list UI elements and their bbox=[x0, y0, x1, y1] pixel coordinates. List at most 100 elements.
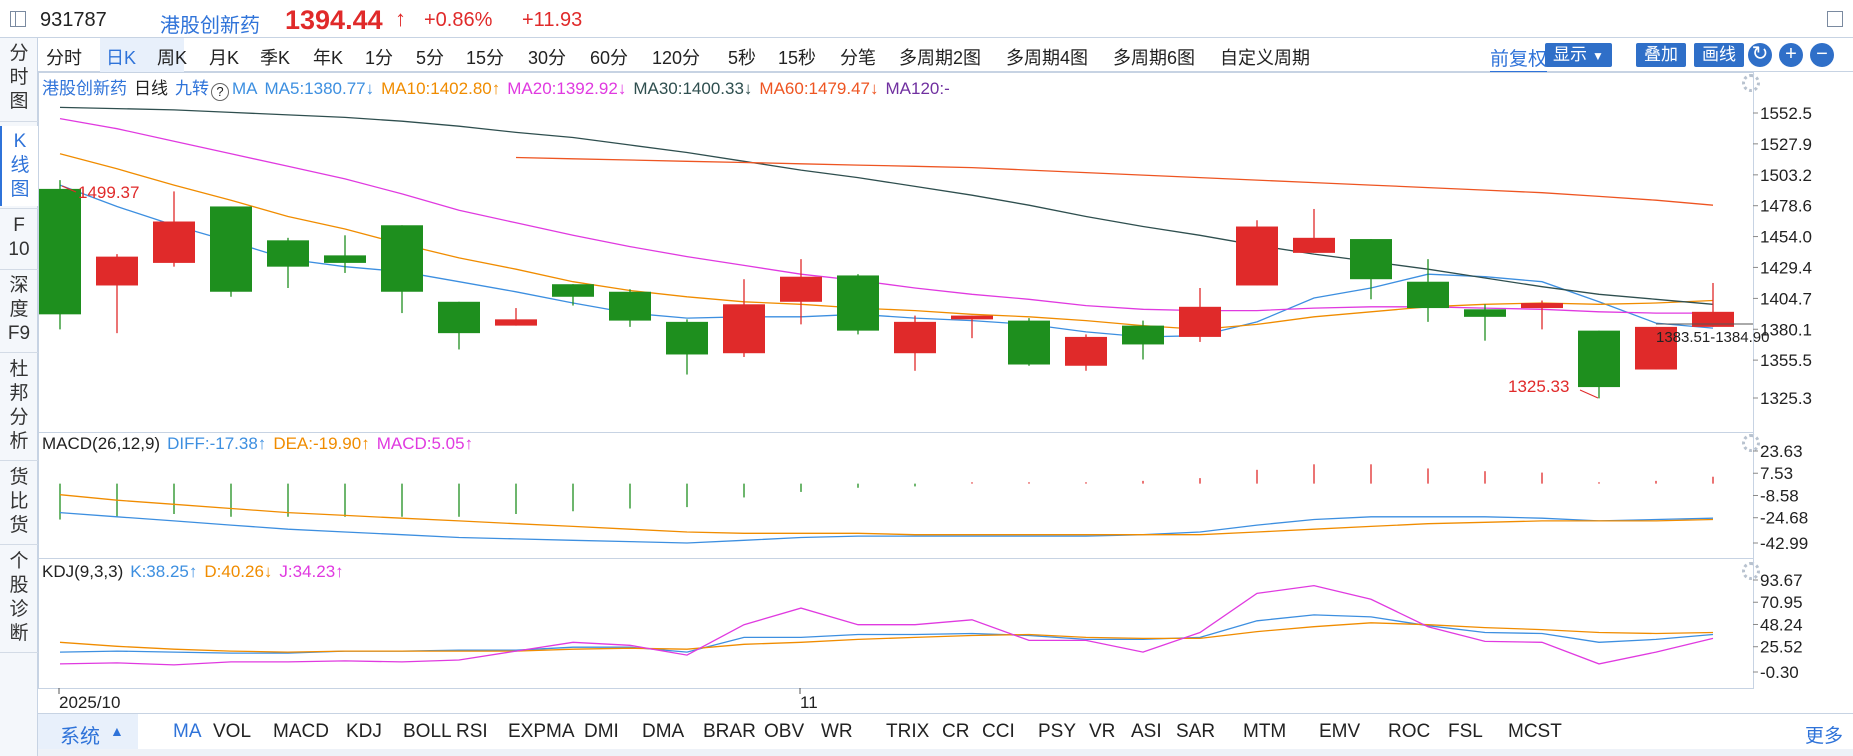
period-month[interactable]: 月K bbox=[209, 48, 240, 68]
indicator-tab-psy[interactable]: PSY bbox=[1038, 721, 1077, 742]
period-custom[interactable]: 自定义周期 bbox=[1220, 48, 1310, 68]
indicator-tab-mtm[interactable]: MTM bbox=[1243, 721, 1287, 742]
indicator-tab-cci[interactable]: CCI bbox=[982, 721, 1015, 742]
indicator-tab-trix[interactable]: TRIX bbox=[886, 721, 930, 742]
macd-axis-tick-label: -8.58 bbox=[1760, 486, 1799, 505]
period-30min[interactable]: 30分 bbox=[528, 48, 567, 68]
chevron-down-icon: ▼ bbox=[1592, 49, 1604, 63]
legend-jiuzhuan[interactable]: 九转 bbox=[175, 79, 209, 98]
indicator-tab-dmi[interactable]: DMI bbox=[584, 721, 619, 742]
indicator-tab-asi[interactable]: ASI bbox=[1131, 721, 1162, 742]
gear-icon[interactable] bbox=[1742, 434, 1760, 452]
display-button[interactable]: 显示 ▼ bbox=[1545, 43, 1612, 67]
ma-line-ma30 bbox=[59, 106, 1714, 305]
period-5min[interactable]: 5分 bbox=[416, 48, 445, 68]
candle-body bbox=[495, 319, 537, 326]
period-year[interactable]: 年K bbox=[313, 48, 344, 68]
nav-f10[interactable]: F 10 bbox=[0, 214, 38, 266]
period-day[interactable]: 日K bbox=[106, 48, 137, 68]
draw-line-button[interactable]: 画线 bbox=[1694, 43, 1744, 67]
system-tab-label[interactable]: 系统 bbox=[60, 726, 100, 748]
period-15min[interactable]: 15分 bbox=[466, 48, 505, 68]
stock-code: 931787 bbox=[40, 9, 107, 31]
indicator-tab-wr[interactable]: WR bbox=[821, 721, 853, 742]
period-120min[interactable]: 120分 bbox=[652, 48, 701, 68]
gear-icon[interactable] bbox=[1742, 74, 1760, 92]
candle-body bbox=[153, 221, 195, 263]
indicator-tab-expma[interactable]: EXPMA bbox=[508, 721, 575, 742]
indicator-tab-fsl[interactable]: FSL bbox=[1448, 721, 1483, 742]
period-week[interactable]: 周K bbox=[157, 48, 188, 68]
quote-header: 931787 港股创新药 1394.44 ↑ +0.86% +11.93 bbox=[0, 0, 1853, 38]
macd-diff-line bbox=[59, 511, 1714, 544]
kdj-k-line bbox=[59, 614, 1714, 654]
candle-body bbox=[723, 304, 765, 354]
panel-toggle-icon[interactable] bbox=[10, 11, 26, 27]
change-value: +11.93 bbox=[522, 9, 583, 31]
legend-ma: MA bbox=[232, 79, 258, 98]
help-icon[interactable]: ? bbox=[211, 83, 229, 101]
period-multi2[interactable]: 多周期2图 bbox=[899, 48, 982, 68]
period-multi4[interactable]: 多周期4图 bbox=[1006, 48, 1089, 68]
indicator-tab-rsi[interactable]: RSI bbox=[456, 721, 488, 742]
nav-diagnosis-label: 个 股 诊 断 bbox=[9, 551, 29, 644]
display-button-label: 显示 bbox=[1553, 45, 1587, 64]
indicator-tab-macd[interactable]: MACD bbox=[273, 721, 329, 742]
nav-f9-label: 深 度 F9 bbox=[7, 275, 31, 344]
period-5sec[interactable]: 5秒 bbox=[728, 48, 757, 68]
nav-kline[interactable]: K 线 图 bbox=[0, 126, 38, 206]
nav-diagnosis[interactable]: 个 股 诊 断 bbox=[0, 550, 38, 650]
kdj-d: D:40.26↓ bbox=[204, 562, 273, 581]
candle-body bbox=[438, 301, 480, 334]
nav-compare[interactable]: 货 比 货 bbox=[0, 466, 38, 542]
period-quarter[interactable]: 季K bbox=[260, 48, 291, 68]
indicator-tab-obv[interactable]: OBV bbox=[764, 721, 805, 742]
indicator-tab-cr[interactable]: CR bbox=[942, 721, 970, 742]
period-tick[interactable]: 分笔 bbox=[840, 48, 876, 68]
nav-f9[interactable]: 深 度 F9 bbox=[0, 274, 38, 350]
maximize-icon[interactable] bbox=[1827, 11, 1843, 27]
high-pointer bbox=[61, 185, 77, 193]
indicator-tab-emv[interactable]: EMV bbox=[1319, 721, 1361, 742]
macd-legend: MACD(26,12,9) DIFF:-17.38↑ DEA:-19.90↑ MACD… bbox=[42, 434, 480, 454]
nav-dupont[interactable]: 杜 邦 分 析 bbox=[0, 358, 38, 458]
indicator-tab-ma[interactable]: MA bbox=[173, 721, 202, 742]
x-axis-label: 11 bbox=[800, 693, 818, 712]
candle-body bbox=[1464, 309, 1506, 317]
period-15sec[interactable]: 15秒 bbox=[778, 48, 817, 68]
indicator-tab-vr[interactable]: VR bbox=[1089, 721, 1116, 742]
stock-name[interactable]: 港股创新药 bbox=[160, 15, 260, 37]
period-multi6[interactable]: 多周期6图 bbox=[1113, 48, 1196, 68]
zoom-in-icon[interactable]: + bbox=[1779, 43, 1803, 67]
nav-fenshi[interactable]: 分 时 图 bbox=[0, 42, 38, 118]
indicator-tab-mcst[interactable]: MCST bbox=[1508, 721, 1562, 742]
more-indicators-button[interactable]: 更多 bbox=[1804, 726, 1843, 747]
period-fenshi[interactable]: 分时 bbox=[46, 48, 82, 68]
refresh-icon[interactable]: ↻ bbox=[1748, 43, 1772, 67]
kdj-legend: KDJ(9,3,3) K:38.25↑ D:40.26↓ J:34.23↑ bbox=[42, 562, 351, 582]
indicator-tab-kdj[interactable]: KDJ bbox=[346, 721, 382, 742]
gear-icon[interactable] bbox=[1742, 562, 1760, 580]
low-price-label: 1325.33 bbox=[1508, 377, 1569, 396]
period-60min[interactable]: 60分 bbox=[590, 48, 629, 68]
price-axis-tick-label: 1380.1 bbox=[1760, 320, 1812, 339]
ma-line-ma5 bbox=[59, 184, 1714, 338]
indicator-tab-boll[interactable]: BOLL bbox=[403, 721, 452, 742]
candle-body bbox=[381, 225, 423, 292]
indicator-tab-brar[interactable]: BRAR bbox=[703, 721, 756, 742]
system-tab[interactable] bbox=[38, 714, 138, 750]
adjust-mode-select[interactable]: 前复权 bbox=[1490, 44, 1548, 72]
chevron-up-icon[interactable]: ▲ bbox=[110, 723, 124, 739]
indicator-tab-dma[interactable]: DMA bbox=[642, 721, 685, 742]
zoom-out-icon[interactable]: − bbox=[1810, 43, 1834, 67]
low-pointer bbox=[1579, 389, 1599, 399]
price-axis-tick-label: 1404.7 bbox=[1760, 289, 1812, 308]
overlay-button[interactable]: 叠加 bbox=[1636, 43, 1686, 67]
period-1min[interactable]: 1分 bbox=[365, 48, 394, 68]
indicator-tab-roc[interactable]: ROC bbox=[1388, 721, 1431, 742]
indicator-tab-vol[interactable]: VOL bbox=[213, 721, 252, 742]
chart-canvas[interactable]: 1499.37 1325.33 1383.51-1384.90 1552.5 1527… bbox=[0, 0, 1853, 713]
indicator-tab-sar[interactable]: SAR bbox=[1176, 721, 1216, 742]
candle-body bbox=[1521, 303, 1563, 309]
candle-body bbox=[1065, 336, 1107, 366]
